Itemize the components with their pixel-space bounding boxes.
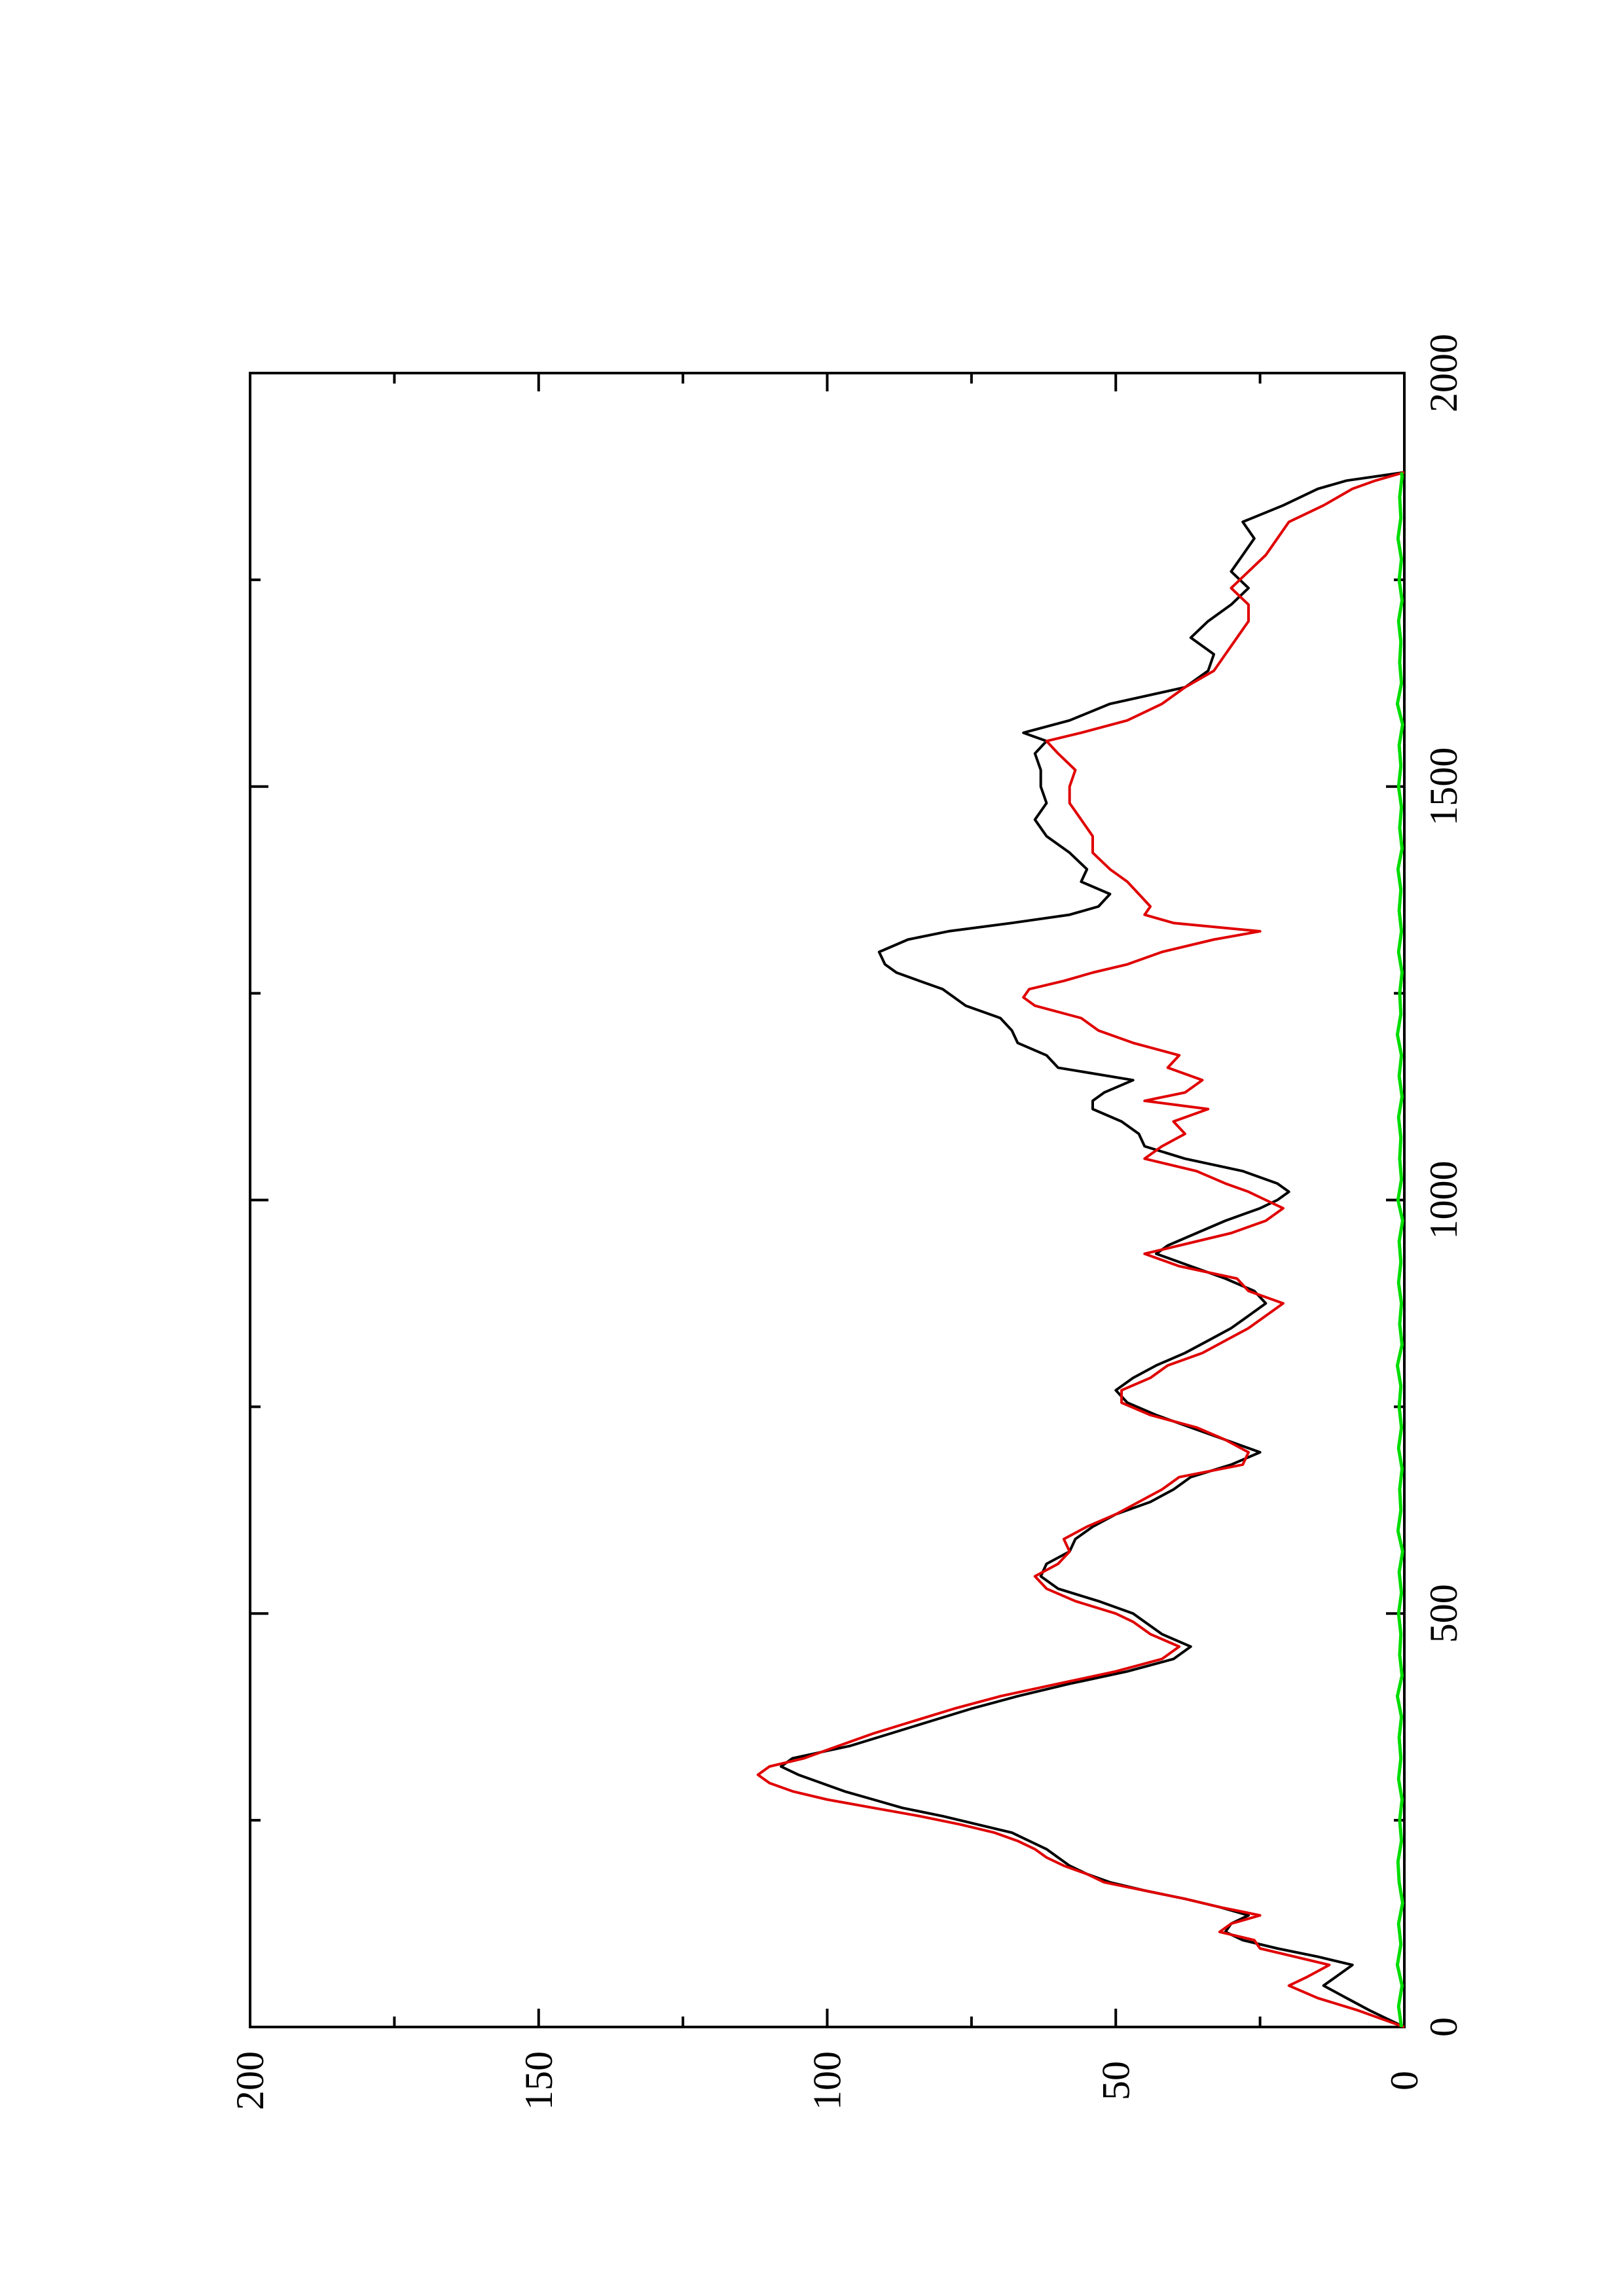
y-tick-label: 150	[517, 2051, 560, 2110]
y-tick-labels: 0 50 100 150 200	[228, 2051, 1426, 2110]
axis-ticks	[249, 372, 1406, 2028]
series-line-2	[756, 471, 1405, 2028]
plot-frame	[249, 372, 1406, 2028]
x-tick-label: 500	[1422, 1584, 1465, 1643]
x-tick-label: 0	[1422, 2017, 1465, 2037]
x-tick-label: 1500	[1422, 747, 1465, 826]
y-tick-label: 0	[1383, 2071, 1426, 2090]
series-line-1	[780, 471, 1405, 2028]
y-tick-label: 50	[1094, 2061, 1137, 2100]
x-tick-label: 2000	[1422, 334, 1465, 412]
y-tick-label: 200	[228, 2051, 272, 2110]
series-line-3	[1395, 472, 1404, 2028]
y-tick-label: 100	[806, 2051, 849, 2110]
x-tick-label: 1000	[1422, 1161, 1465, 1240]
x-tick-labels: 0 500 1000 1500 2000	[1422, 334, 1465, 2037]
series-lines	[756, 471, 1405, 2028]
